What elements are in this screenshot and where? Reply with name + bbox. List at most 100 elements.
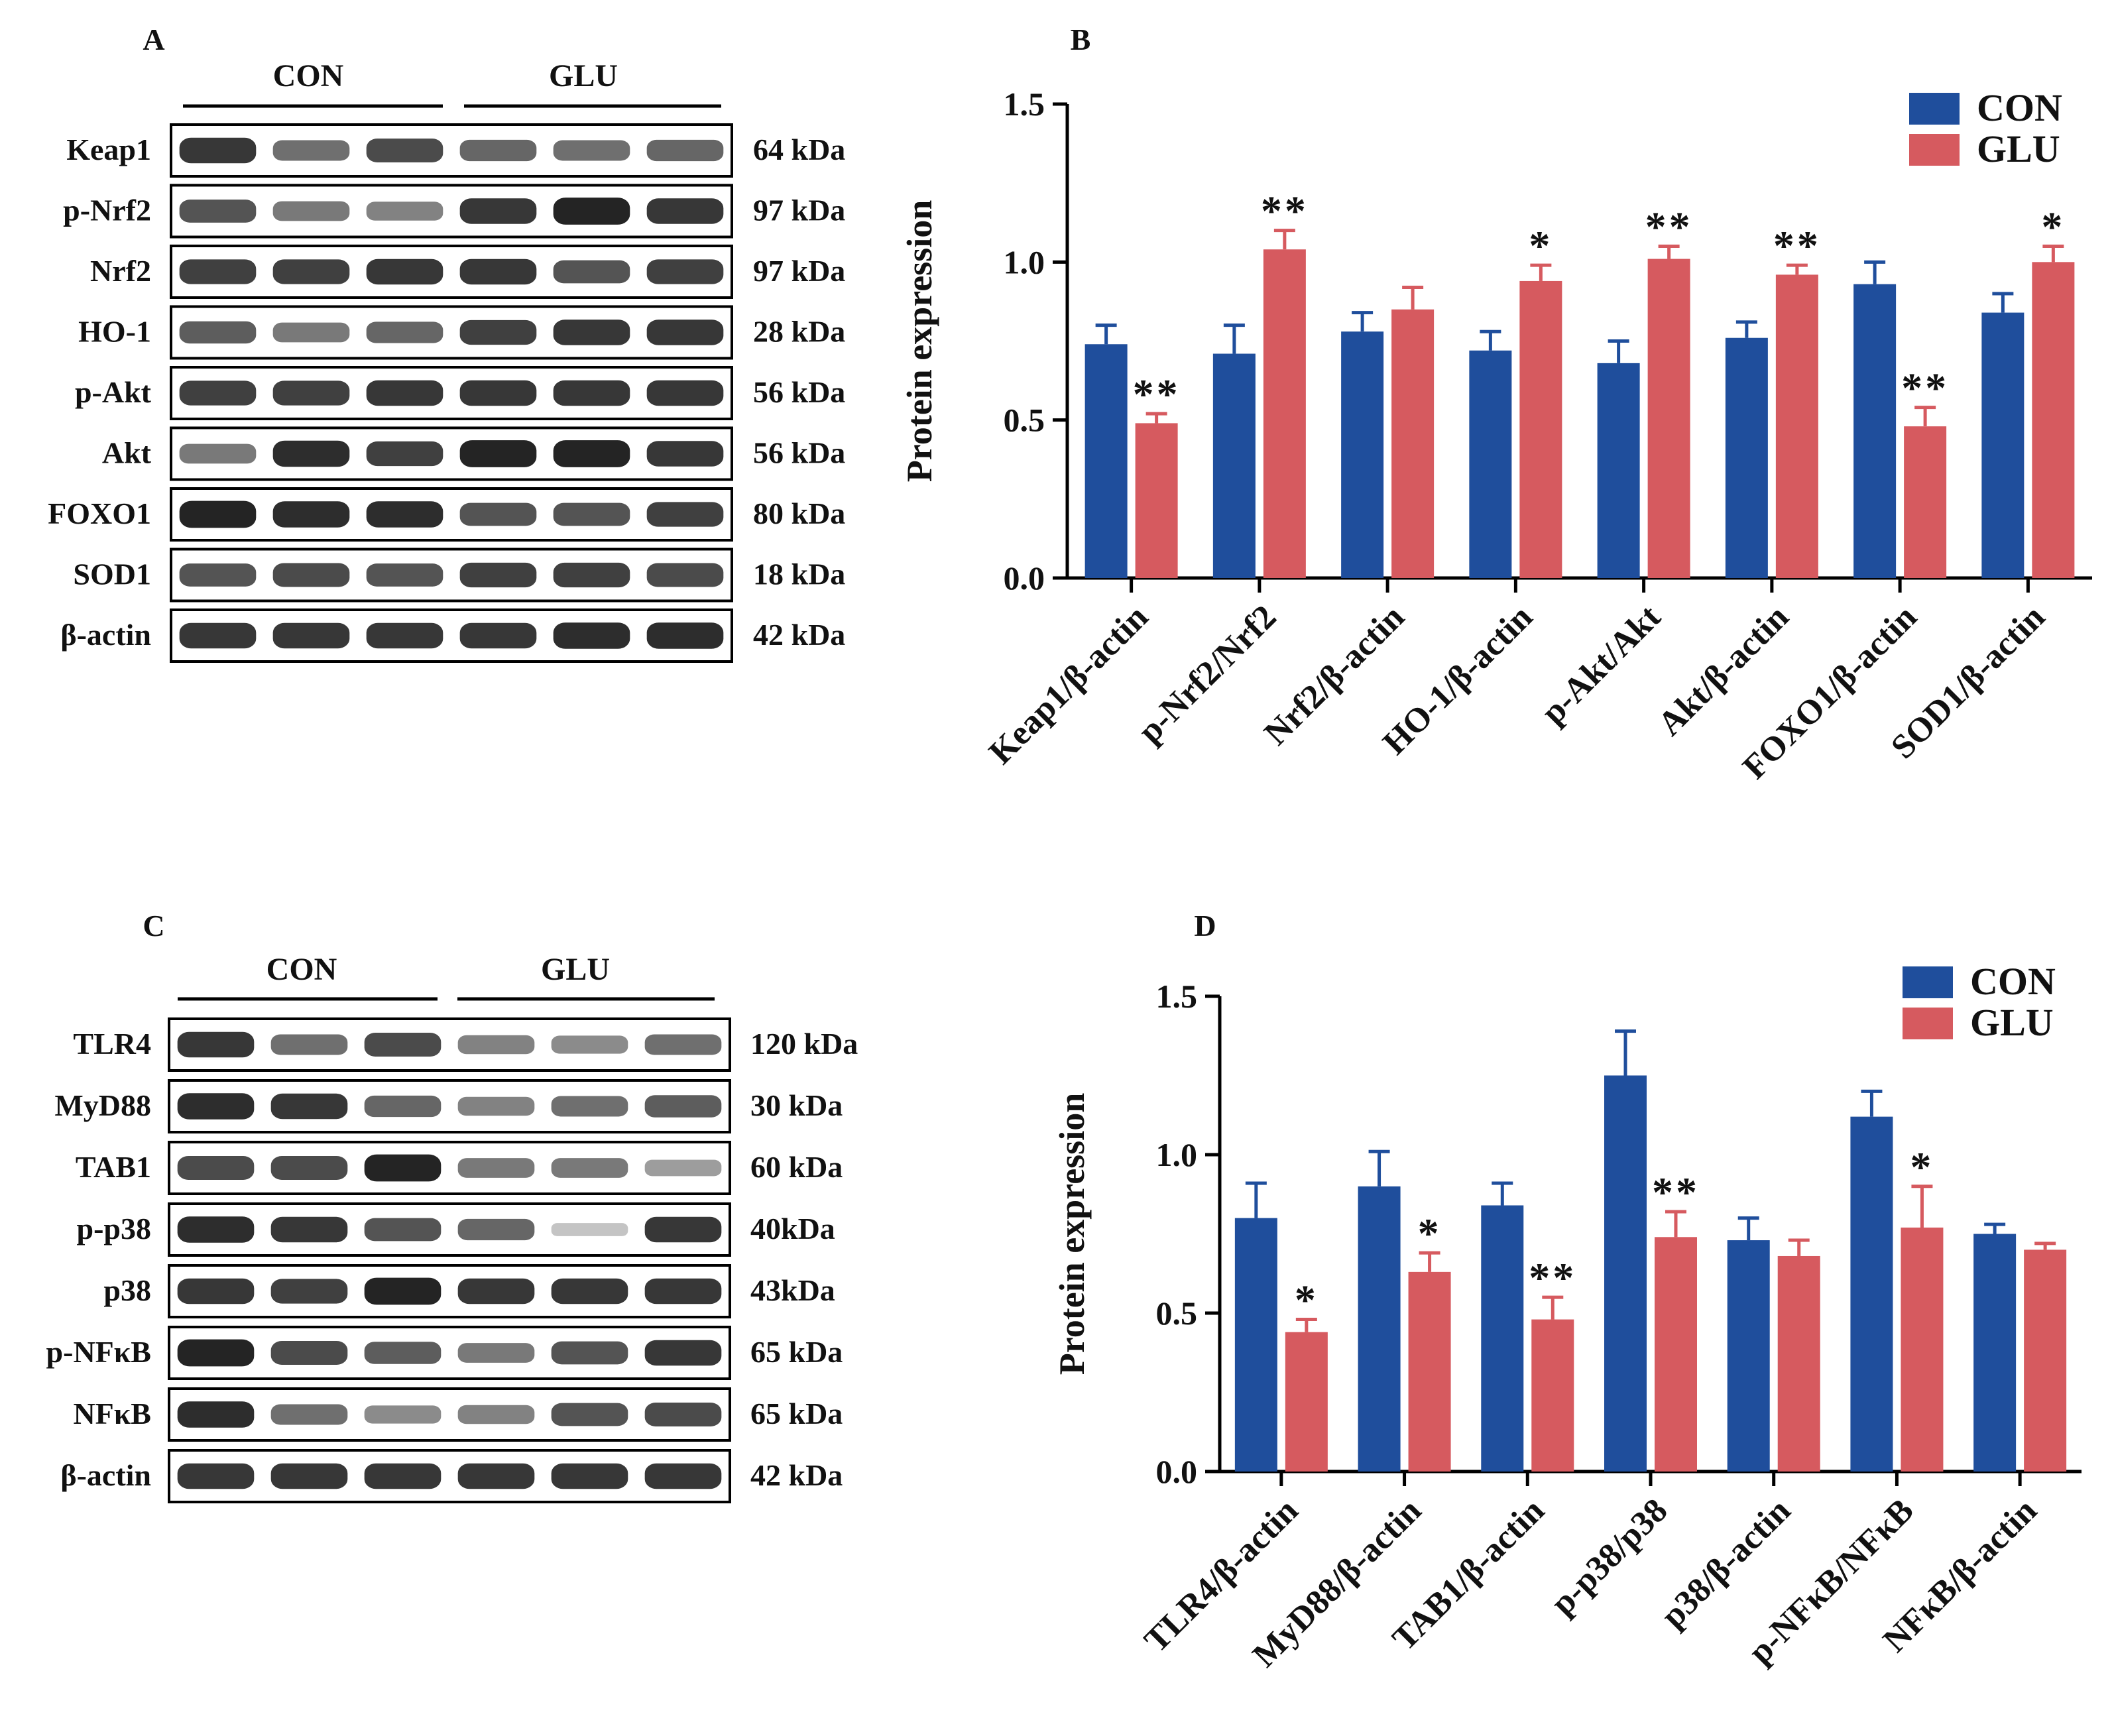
- chart-b-y-tick-label: 1.5: [1004, 86, 1045, 123]
- blot-a-row-actin: β-actin 42 kDa: [60, 608, 845, 663]
- blot-a-blot-strip: [170, 245, 733, 299]
- blot-c-blot-strip: [168, 1264, 731, 1318]
- blot-c-blot-strip: [168, 1141, 731, 1195]
- blot-c-blot-strip: [168, 1449, 731, 1503]
- chart-d-y-axis-label: Protein expression: [1052, 1093, 1092, 1375]
- blot-c-band: [457, 1343, 535, 1363]
- blot-c-row-myd88: MyD88 30 kDa: [54, 1079, 843, 1133]
- chart-b-bar-glu: [1135, 423, 1178, 578]
- blot-c-group-con: CON: [266, 952, 337, 987]
- blot-c-rows: TLR4 120 kDa MyD88 30 kDa TAB1 60 kDa p-p38 40k…: [46, 1017, 858, 1503]
- blot-c-band: [177, 1156, 255, 1180]
- blot-a-blot-strip: [170, 548, 733, 603]
- blot-a-row-kda: 80 kDa: [753, 496, 845, 530]
- chart-d-bar-glu: [1901, 1227, 1944, 1472]
- chart-b-legend-swatch-glu: [1909, 134, 1960, 166]
- chart-b-legend-label-con: CON: [1977, 86, 2062, 129]
- blot-c-band: [364, 1154, 441, 1182]
- blot-a-band: [459, 198, 537, 224]
- chart-d-significance-mark: **: [1529, 1254, 1576, 1301]
- blot-a-band: [179, 622, 257, 649]
- chart-d-bar-glu: [1408, 1271, 1451, 1472]
- blot-a-group-con: CON: [273, 58, 344, 93]
- blot-a-band: [179, 137, 257, 164]
- chart-b-bar-con: [1853, 284, 1897, 578]
- chart-b-bar-con: [1981, 312, 2024, 578]
- blot-a-band: [553, 380, 630, 406]
- blot-a-band: [272, 501, 350, 528]
- blot-c-row-kda: 43kDa: [750, 1273, 835, 1307]
- blot-c-band: [644, 1463, 722, 1489]
- blot-a-band: [272, 380, 350, 406]
- blot-c-band: [364, 1463, 441, 1489]
- chart-b-significance-mark: **: [1133, 371, 1181, 418]
- blot-a-group-glu: GLU: [549, 58, 618, 93]
- blot-c-band: [177, 1216, 255, 1243]
- blot-c-band: [457, 1405, 535, 1424]
- blot-c-band: [644, 1034, 722, 1055]
- blot-a-band: [646, 563, 724, 587]
- chart-b-significance-mark: **: [1645, 203, 1693, 251]
- blot-c-band: [551, 1096, 628, 1117]
- blot-c-row-label: β-actin: [60, 1458, 151, 1492]
- blot-c-row-label: p-p38: [77, 1212, 151, 1245]
- blot-c-band: [177, 1401, 255, 1428]
- blot-c-band: [177, 1463, 255, 1489]
- chart-b-bar-con: [1341, 331, 1384, 578]
- chart-d-bar-glu: [1655, 1237, 1697, 1472]
- blot-c-row-label: TAB1: [76, 1150, 151, 1184]
- blot-c-band: [644, 1340, 722, 1366]
- blot-c-band: [364, 1405, 441, 1424]
- blot-c-band: [270, 1341, 348, 1365]
- chart-d-bar-con: [1973, 1234, 2017, 1472]
- blot-a-band: [459, 139, 537, 162]
- blot-a-row-label: FOXO1: [48, 496, 151, 530]
- chart-d-bar-con: [1604, 1075, 1647, 1472]
- blot-a-band: [553, 562, 630, 588]
- blot-a-row-p-akt: p-Akt 56 kDa: [75, 366, 845, 420]
- chart-b-bar-glu: [1391, 309, 1435, 578]
- blot-c-band: [364, 1218, 441, 1242]
- chart-b-y-axis-label: Protein expression: [900, 200, 939, 483]
- blot-a-band: [179, 500, 257, 528]
- blot-a-band: [459, 319, 537, 345]
- chart-b-bar-con: [1725, 337, 1768, 578]
- blot-c-band: [177, 1339, 255, 1367]
- chart-b-bar-con: [1597, 363, 1640, 578]
- chart-d-bar-glu: [1531, 1319, 1574, 1472]
- blot-a-band: [272, 201, 350, 221]
- chart-b-significance-mark: *: [1529, 222, 1553, 269]
- chart-d-significance-mark: **: [1652, 1169, 1700, 1216]
- chart-b-significance-mark: *: [2041, 203, 2065, 251]
- blot-a-blot-strip: [170, 487, 733, 542]
- blot-a-row-kda: 97 kDa: [753, 254, 845, 288]
- blot-c-row-label: p38: [103, 1273, 151, 1307]
- chart-d-y-tick-label: 1.0: [1156, 1136, 1198, 1173]
- blot-a-band: [366, 441, 443, 467]
- blot-a-row-kda: 56 kDa: [753, 375, 845, 409]
- blot-a-band: [646, 319, 724, 345]
- blot-c-row-kda: 120 kDa: [750, 1027, 858, 1061]
- chart-d-y-tick-label: 0.0: [1156, 1453, 1198, 1490]
- blot-a-band: [459, 562, 537, 588]
- blot-a-band: [272, 140, 350, 161]
- blot-a-row-foxo1: FOXO1 80 kDa: [48, 487, 845, 542]
- blot-a-band: [366, 321, 443, 343]
- blot-c-row-kda: 40kDa: [750, 1212, 835, 1245]
- blot-a-band: [179, 380, 257, 406]
- chart-b-bar-glu: [1519, 280, 1562, 578]
- panel-c: C CON GLU TLR4 120 kDa MyD88 30 kDa TAB1 60 k…: [46, 909, 858, 1503]
- blot-a-band: [179, 443, 257, 464]
- blot-a-blot-strip: [170, 608, 733, 663]
- chart-b-significance-mark: **: [1261, 188, 1309, 235]
- blot-a-band: [272, 322, 350, 343]
- blot-c-row-label: TLR4: [73, 1027, 151, 1061]
- panel-a-letter: A: [143, 23, 164, 56]
- blot-a-row-p-nrf2: p-Nrf2 97 kDa: [63, 184, 845, 239]
- blot-a-blot-strip: [170, 184, 733, 239]
- chart-d-significance-mark: *: [1418, 1210, 1442, 1257]
- blot-c-band: [457, 1278, 535, 1304]
- blot-a-row-label: Keap1: [66, 133, 151, 166]
- panel-b: B 0.0 0.5 1.0 1.5 Protein expression Keap1/β-…: [900, 23, 2092, 787]
